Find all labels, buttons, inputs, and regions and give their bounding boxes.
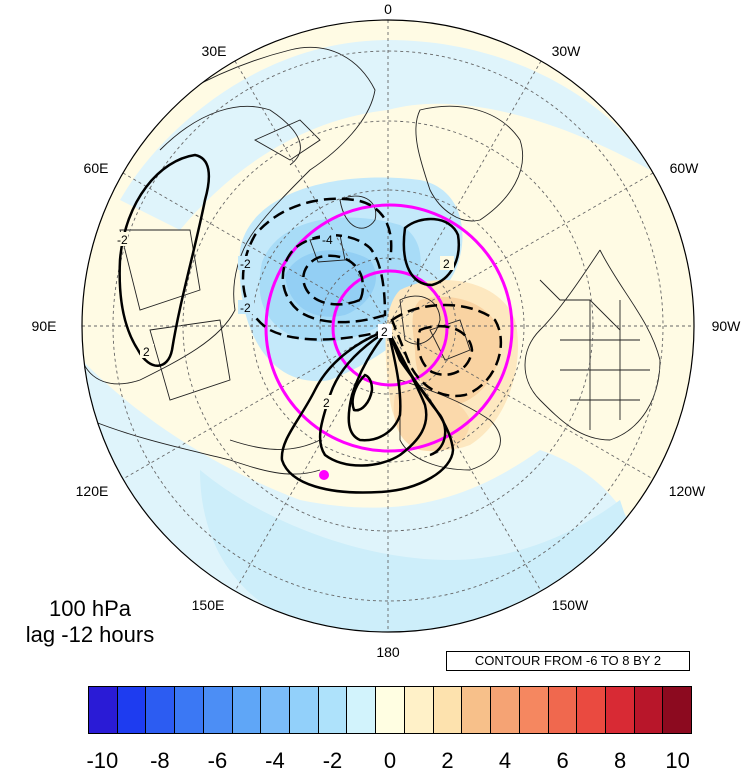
- reference-circles: [264, 203, 514, 453]
- lon-label-120e: 120E: [76, 483, 109, 499]
- colorbar-cell: [117, 687, 147, 733]
- colorbar-cell: [347, 687, 377, 733]
- colorbar-tick-label: 0: [383, 748, 397, 773]
- colorbar-cell: [376, 687, 405, 733]
- colorbar-cell: [605, 687, 635, 733]
- colorbar: [88, 686, 692, 734]
- colorbar-cell: [548, 687, 578, 733]
- pressure-level-label: 100 hPa: [49, 596, 131, 621]
- lon-label-30e: 30E: [202, 43, 227, 59]
- colorbar-cell: [519, 687, 549, 733]
- contour-interval-note: CONTOUR FROM -6 TO 8 BY 2: [446, 651, 690, 671]
- colorbar-cell: [462, 687, 492, 733]
- lag-label: lag -12 hours: [25, 622, 155, 647]
- lon-label-180: 180: [376, 644, 400, 660]
- colorbar-tick-label: 6: [556, 748, 569, 773]
- lon-label-150e: 150E: [192, 597, 225, 613]
- colorbar-cell: [433, 687, 463, 733]
- colorbar-cell: [634, 687, 664, 733]
- negative-contours: [241, 197, 503, 398]
- colorbar-cell: [146, 687, 176, 733]
- lon-label-30w: 30W: [552, 43, 582, 59]
- contour-label: 2: [381, 325, 388, 339]
- colorbar-tick-label: 2: [441, 748, 454, 773]
- colorbar-cell: [404, 687, 434, 733]
- contour-label: -2: [117, 233, 128, 247]
- colorbar-tick-label: -4: [265, 748, 285, 773]
- colorbar-cell: [89, 687, 118, 733]
- lon-label-150w: 150W: [552, 597, 589, 613]
- colorbar-cell: [175, 687, 204, 733]
- contour-label: 2: [443, 257, 450, 271]
- colorbar-tick-label: -10: [86, 748, 119, 773]
- coastlines: [82, 46, 661, 475]
- lon-label-60w: 60W: [670, 160, 700, 176]
- colorbar-tick-label: -2: [322, 748, 343, 773]
- lon-label-60e: 60E: [84, 160, 109, 176]
- contour-label: -4: [322, 233, 333, 247]
- colorbar-cell: [663, 687, 692, 733]
- colorbar-cell: [318, 687, 348, 733]
- colorbar-cell: [577, 687, 606, 733]
- contour-label: 2: [323, 396, 330, 410]
- marker-dot: [319, 470, 329, 480]
- contour-label: -2: [240, 257, 251, 271]
- map-border: [81, 19, 695, 633]
- lon-label-90e: 90E: [32, 318, 57, 334]
- colorbar-cell: [491, 687, 520, 733]
- colorbar-cell: [261, 687, 291, 733]
- lon-label-90w: 90W: [712, 318, 742, 334]
- contour-label: 2: [143, 345, 150, 359]
- colorbar-tick-label: 10: [665, 748, 690, 773]
- colorbar-cell: [203, 687, 233, 733]
- colorbar-tick-label: -8: [150, 748, 170, 773]
- colorbar-labels: -10 -8 -6 -4 -2 0 2 4 6 8 10: [0, 748, 746, 778]
- lon-label-120w: 120W: [669, 483, 706, 499]
- colorbar-cell: [290, 687, 319, 733]
- colorbar-tick-label: 8: [613, 748, 627, 773]
- colorbar-tick-label: 4: [498, 748, 512, 773]
- contour-label: -2: [240, 301, 251, 315]
- lon-label-0: 0: [384, 1, 392, 17]
- contour-label-group: -2 -4 -2 2 2 2 -2 2: [114, 232, 454, 410]
- colorbar-tick-label: -6: [207, 748, 228, 773]
- colorbar-cell: [232, 687, 262, 733]
